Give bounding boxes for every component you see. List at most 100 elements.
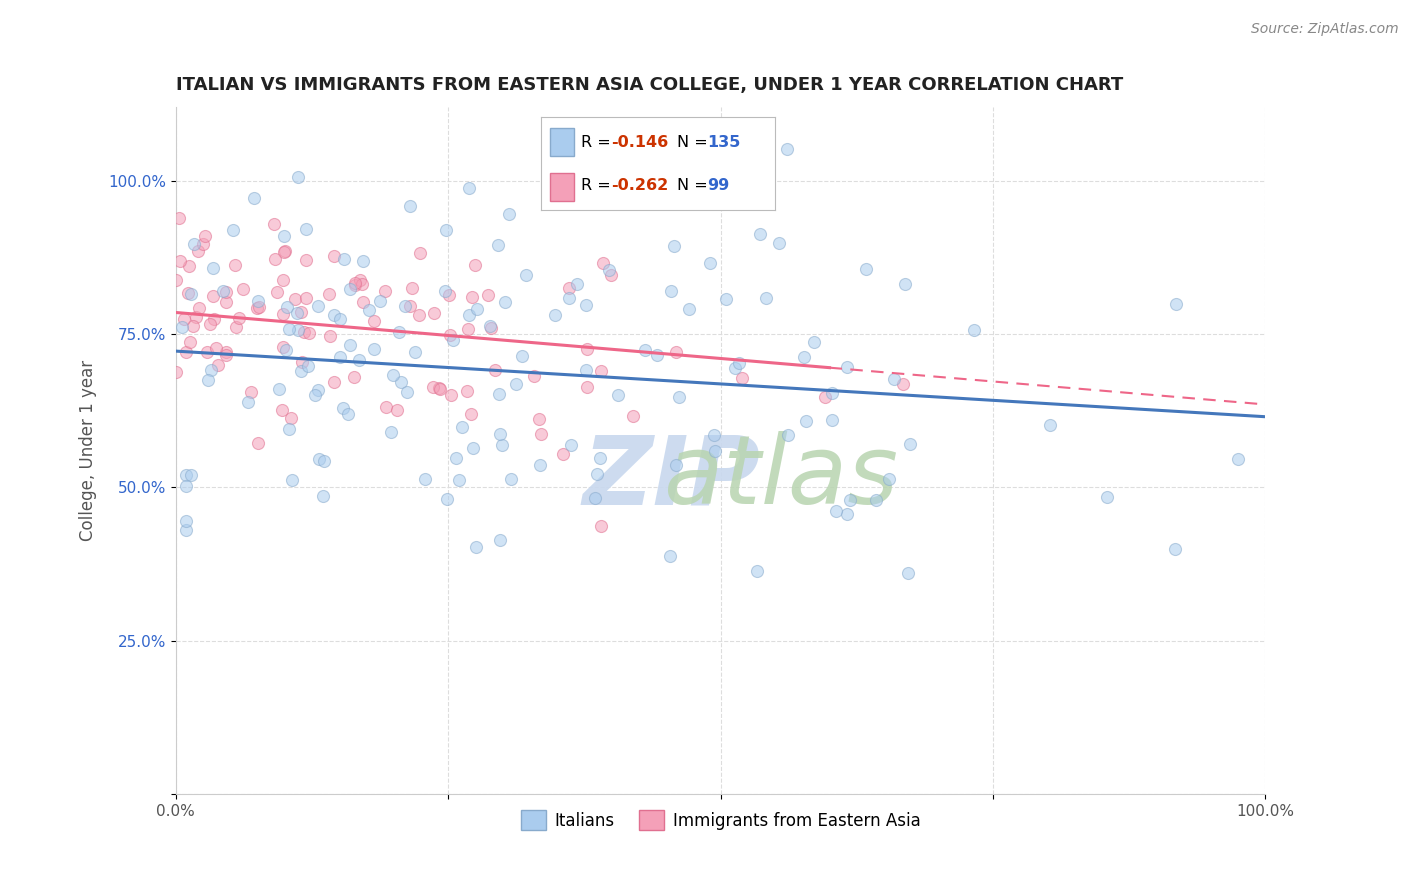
Point: [285, 306, 308, 320]
Point: [768, 235, 790, 250]
Point: [749, 227, 772, 242]
Point: [699, 256, 721, 270]
Point: [170, 320, 193, 334]
Point: [322, 308, 344, 322]
Point: [243, 191, 266, 205]
Point: [398, 199, 420, 213]
Point: [1226, 451, 1249, 466]
Point: [436, 492, 458, 507]
Point: [174, 345, 197, 359]
Point: [897, 566, 920, 580]
Point: [1095, 490, 1118, 504]
Text: R =: R =: [581, 178, 616, 194]
Point: [307, 384, 329, 398]
Point: [575, 342, 598, 356]
Point: [287, 170, 309, 185]
Text: ITALIAN VS IMMIGRANTS FROM EASTERN ASIA COLLEGE, UNDER 1 YEAR CORRELATION CHART: ITALIAN VS IMMIGRANTS FROM EASTERN ASIA …: [176, 77, 1123, 95]
Point: [634, 343, 657, 357]
Point: [894, 277, 917, 291]
Point: [278, 422, 301, 436]
Point: [198, 318, 221, 332]
Point: [458, 308, 481, 322]
Point: [280, 411, 302, 425]
Point: [865, 492, 887, 507]
Point: [221, 223, 243, 237]
Point: [374, 400, 396, 414]
Point: [567, 277, 589, 292]
Point: [193, 228, 215, 243]
Point: [271, 340, 294, 354]
Point: [173, 312, 195, 326]
Point: [232, 282, 254, 296]
Point: [855, 262, 877, 277]
Point: [179, 335, 201, 350]
Point: [499, 472, 522, 486]
Point: [180, 287, 202, 301]
Point: [434, 222, 457, 236]
Text: 135: 135: [707, 135, 741, 150]
Point: [404, 344, 426, 359]
Point: [200, 363, 222, 377]
Point: [465, 302, 488, 317]
Point: [205, 341, 228, 355]
Text: Source: ZipAtlas.com: Source: ZipAtlas.com: [1251, 22, 1399, 37]
Point: [803, 335, 825, 350]
Point: [188, 301, 211, 316]
Point: [821, 386, 844, 401]
Point: [312, 489, 335, 503]
Point: [292, 325, 315, 339]
Point: [486, 237, 509, 252]
Point: [298, 326, 321, 340]
Point: [665, 458, 688, 472]
Point: [215, 294, 238, 309]
Point: [344, 277, 367, 291]
Point: [333, 252, 356, 266]
Point: [576, 380, 599, 394]
Point: [290, 364, 312, 378]
Point: [484, 363, 506, 377]
Point: [477, 288, 499, 302]
Point: [329, 350, 352, 364]
Point: [214, 347, 236, 361]
Point: [271, 402, 294, 417]
Point: [678, 302, 700, 317]
Point: [898, 436, 921, 450]
Point: [1166, 297, 1188, 311]
Point: [439, 327, 461, 342]
Point: [273, 244, 295, 258]
Point: [409, 246, 432, 260]
Point: [704, 444, 727, 458]
Point: [308, 452, 330, 467]
Point: [183, 237, 205, 252]
Point: [645, 348, 668, 362]
Point: [290, 305, 312, 319]
Point: [267, 382, 290, 396]
Point: [174, 514, 197, 528]
Point: [794, 414, 817, 428]
Point: [381, 368, 404, 383]
Point: [434, 285, 457, 299]
Point: [339, 282, 361, 296]
Point: [465, 540, 488, 554]
Point: [606, 388, 628, 402]
Point: [180, 468, 202, 483]
Point: [374, 284, 396, 298]
Point: [353, 253, 375, 268]
Point: [423, 305, 446, 319]
Point: [329, 311, 352, 326]
Point: [224, 258, 246, 272]
Point: [246, 301, 269, 316]
Point: [461, 289, 484, 303]
Point: [575, 298, 598, 312]
Point: [488, 426, 510, 441]
Text: -0.262: -0.262: [612, 178, 668, 194]
Point: [835, 507, 858, 521]
Point: [560, 438, 582, 452]
Point: [728, 356, 751, 370]
Point: [357, 302, 380, 317]
Point: [291, 355, 314, 369]
Point: [169, 253, 191, 268]
Point: [363, 313, 385, 327]
Point: [201, 260, 224, 275]
Point: [191, 237, 214, 252]
